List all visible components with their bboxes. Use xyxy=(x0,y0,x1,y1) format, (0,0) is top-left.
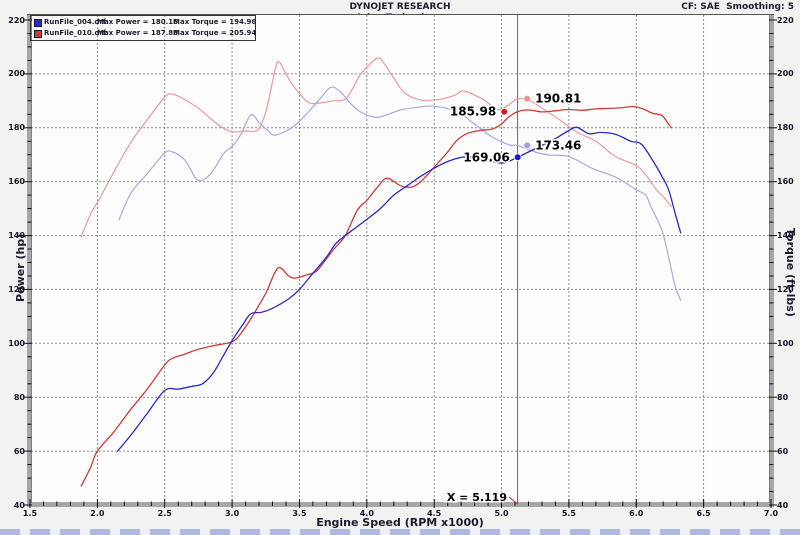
y-tick-label-right: 200 xyxy=(777,69,794,79)
x-tick-label: 1.5 xyxy=(22,509,38,518)
x-tick-label: 5.0 xyxy=(494,509,509,518)
cursor-value-label: 190.81 xyxy=(535,92,581,106)
legend-max-power: Max Power = 180.16 xyxy=(97,18,178,26)
x-tick-label: 6.0 xyxy=(629,509,644,518)
x-tick-label: 2.5 xyxy=(157,509,172,518)
y-tick-label-right: 180 xyxy=(777,123,794,133)
cursor-value-label: 173.46 xyxy=(535,138,581,152)
axis-bars xyxy=(27,14,774,507)
correction-smoothing-info: CF: SAE Smoothing: 5 xyxy=(681,2,794,12)
y-tick-label-left: 60 xyxy=(13,446,25,456)
cropped-taskbar-strip xyxy=(0,529,800,535)
plot-area[interactable] xyxy=(30,15,771,505)
axis-ticks xyxy=(24,19,777,508)
chart-title: DYNOJET RESEARCH xyxy=(349,2,451,12)
cursor-value-label: 169.06 xyxy=(463,150,509,164)
y-tick-label-right: 220 xyxy=(777,15,794,25)
x-tick-label: 3.5 xyxy=(292,509,307,518)
curve-torque_blue xyxy=(118,86,682,301)
cursor[interactable]: X = 5.119 xyxy=(445,15,519,506)
cursor-marker-torque_red xyxy=(523,94,531,103)
legend-max-torque: Max Torque = 194.96 xyxy=(173,18,257,26)
x-tick-label: 5.5 xyxy=(561,509,576,518)
blue-run-swatch-icon xyxy=(34,19,42,27)
y-tick-label-left: 140 xyxy=(8,231,25,241)
cursor-marker-torque_blue xyxy=(523,141,531,150)
y-tick-label-left: 80 xyxy=(13,392,25,402)
curve-torque_red xyxy=(80,57,672,238)
y-tick-label-right: 160 xyxy=(777,177,794,187)
x-tick-label: 2.0 xyxy=(90,509,105,518)
run-legend[interactable]: RunFile_004.drf Max Power = 180.16 Max T… xyxy=(30,15,256,41)
legend-max-power: Max Power = 187.88 xyxy=(97,29,178,37)
torque-axis-label: Torque (ft-lbs) xyxy=(784,228,797,317)
y-tick-label-left: 120 xyxy=(8,284,25,294)
y-tick-label-right: 120 xyxy=(777,284,794,294)
x-tick-label: 3.0 xyxy=(224,509,240,518)
y-tick-label-right: 40 xyxy=(777,500,789,510)
y-tick-label-right: 140 xyxy=(777,231,794,241)
cursor-x-label: X = 5.119 xyxy=(447,491,507,504)
legend-file-name: RunFile_010.drf xyxy=(44,29,106,37)
red-run-swatch-icon xyxy=(34,30,42,38)
curve-power_red xyxy=(80,105,672,487)
y-tick-label-right: 100 xyxy=(777,338,794,348)
legend-max-torque: Max Torque = 205.94 xyxy=(173,29,257,37)
y-tick-label-left: 180 xyxy=(8,123,25,133)
legend-file-name: RunFile_004.drf xyxy=(44,18,106,26)
y-tick-label-left: 200 xyxy=(8,69,25,79)
cursor-marker-power_blue xyxy=(513,153,522,162)
cursor-pointer-line xyxy=(508,496,518,505)
legend-row-runfile-004: RunFile_004.drf Max Power = 180.16 Max T… xyxy=(31,17,257,28)
y-tick-label-left: 160 xyxy=(8,177,25,187)
cursor-marker-power_red xyxy=(500,107,509,116)
curve-power_blue xyxy=(116,126,682,452)
x-tick-label: 4.0 xyxy=(359,509,374,518)
x-tick-label: 6.5 xyxy=(696,509,711,518)
legend-row-runfile-010: RunFile_010.drf Max Power = 187.88 Max T… xyxy=(31,28,257,39)
y-tick-label-left: 220 xyxy=(8,15,25,25)
y-tick-label-left: 100 xyxy=(8,338,25,348)
y-tick-label-right: 60 xyxy=(777,446,789,456)
x-tick-label: 7.0 xyxy=(763,509,779,518)
y-tick-label-left: 40 xyxy=(13,500,25,510)
x-tick-label: 4.5 xyxy=(427,509,442,518)
rpm-axis-label: Engine Speed (RPM x1000) xyxy=(316,516,484,529)
grid xyxy=(31,15,770,503)
y-tick-label-right: 80 xyxy=(777,392,789,402)
cursor-value-label: 185.98 xyxy=(450,105,496,119)
